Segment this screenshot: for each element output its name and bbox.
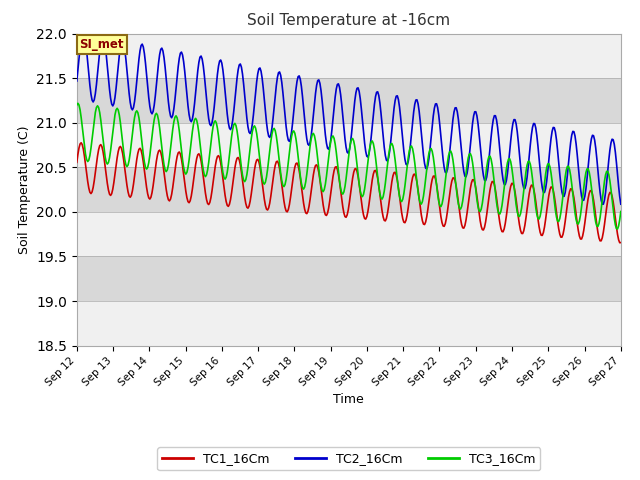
Bar [77, 256, 621, 301]
Y-axis label: Soil Temperature (C): Soil Temperature (C) [18, 125, 31, 254]
Title: Soil Temperature at -16cm: Soil Temperature at -16cm [247, 13, 451, 28]
Text: SI_met: SI_met [79, 38, 124, 51]
Bar [77, 123, 621, 168]
Bar [77, 78, 621, 123]
Bar [77, 212, 621, 256]
Legend: TC1_16Cm, TC2_16Cm, TC3_16Cm: TC1_16Cm, TC2_16Cm, TC3_16Cm [157, 447, 540, 470]
Bar [77, 34, 621, 78]
Bar [77, 168, 621, 212]
Bar [77, 301, 621, 346]
X-axis label: Time: Time [333, 394, 364, 407]
